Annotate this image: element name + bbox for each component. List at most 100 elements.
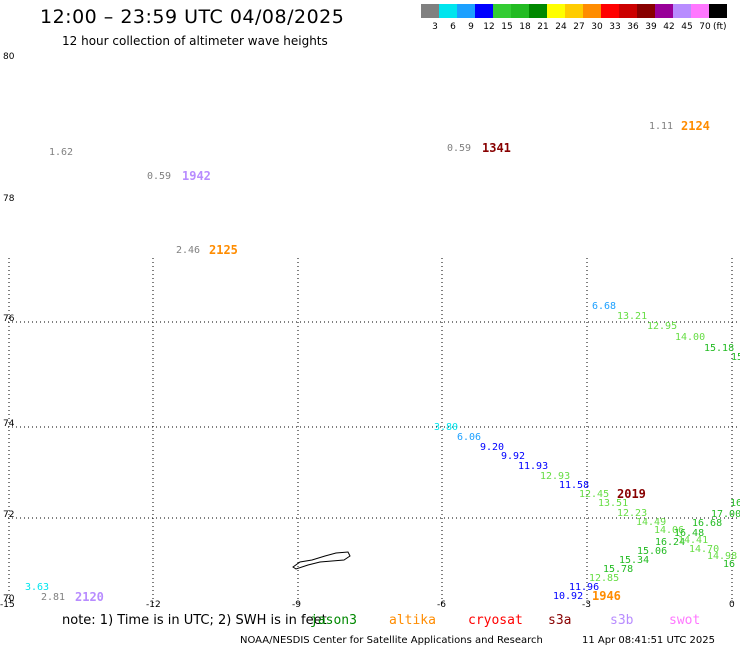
legend-tick-label: 6: [450, 22, 456, 32]
wave-height-label: 14.41: [678, 535, 709, 546]
wave-height-label: 9.92: [501, 451, 526, 462]
legend-unit: (ft): [713, 22, 727, 32]
legend-swatch: [457, 4, 475, 18]
wave-height-label: 14.49: [636, 517, 667, 528]
satellite-legend-item: s3a: [548, 613, 572, 628]
footer-organization: NOAA/NESDIS Center for Satellite Applica…: [240, 635, 543, 646]
wave-height-label: 12.93: [540, 471, 571, 482]
legend-swatch: [655, 4, 673, 18]
wave-height-label: 11.93: [518, 461, 549, 472]
legend-swatch: [547, 4, 565, 18]
satellite-legend-item: s3b: [610, 613, 634, 628]
satellite-legend-item: jason3: [310, 613, 357, 628]
legend-tick-label: 30: [591, 22, 603, 32]
wave-height-label: 15: [731, 352, 740, 363]
latitude-label: 80: [3, 52, 15, 62]
legend-swatch: [511, 4, 529, 18]
wave-height-label: 12.23: [617, 508, 648, 519]
legend-tick-label: 36: [627, 22, 639, 32]
latitude-label: 78: [3, 194, 15, 204]
legend-tick-label: 70: [699, 22, 711, 32]
wave-height-label: 14.00: [675, 332, 706, 343]
wave-height-label: 13.51: [598, 498, 629, 509]
wave-height-label: 14.06: [654, 525, 685, 536]
wave-height-label: 2.81: [41, 592, 66, 603]
pass-time-label: 2125: [209, 243, 238, 257]
legend-tick-label: 33: [609, 22, 621, 32]
legend-swatch: [439, 4, 457, 18]
pass-time-label: 2120: [75, 590, 104, 604]
latitude-label: 72: [3, 510, 15, 520]
legend-swatch: [601, 4, 619, 18]
longitude-label: -15: [0, 600, 15, 610]
longitude-label: -12: [146, 600, 161, 610]
wave-height-label: 10.92: [553, 591, 584, 602]
wave-height-label: 12.95: [647, 321, 678, 332]
legend-swatch: [709, 4, 727, 18]
wave-height-label: 16: [723, 559, 736, 570]
wave-height-label: 6.06: [457, 432, 482, 443]
pass-time-label: 2124: [681, 119, 710, 133]
satellite-legend-item: cryosat: [468, 613, 523, 628]
page-title: 12:00 – 23:59 UTC 04/08/2025: [40, 6, 345, 28]
legend-tick-label: 42: [663, 22, 675, 32]
wave-height-label: 16: [730, 498, 740, 509]
legend-tick-label: 9: [468, 22, 474, 32]
wave-height-label: 12.85: [589, 573, 620, 584]
latitude-label: 76: [3, 314, 15, 324]
footer-timestamp: 11 Apr 08:41:51 UTC 2025: [582, 635, 715, 646]
legend-swatch: [583, 4, 601, 18]
legend-swatch: [421, 4, 439, 18]
wave-height-label: 1.62: [49, 147, 74, 158]
legend-swatch: [691, 4, 709, 18]
longitude-label: -9: [292, 600, 301, 610]
satellite-legend-item: altika: [389, 613, 436, 628]
wave-height-label: 3.80: [434, 422, 459, 433]
legend-tick-label: 12: [483, 22, 495, 32]
wave-height-label: 12.45: [579, 489, 610, 500]
legend-swatch: [493, 4, 511, 18]
legend-swatch: [529, 4, 547, 18]
legend-tick-label: 24: [555, 22, 567, 32]
wave-height-label: 0.59: [447, 143, 472, 154]
wave-height-label: 16.24: [655, 537, 686, 548]
legend-tick-label: 39: [645, 22, 657, 32]
wave-height-label: 16.48: [674, 528, 705, 539]
footnote: note: 1) Time is in UTC; 2) SWH is in fe…: [62, 613, 327, 628]
wave-height-label: 15.18: [704, 343, 735, 354]
wave-height-label: 17.00: [711, 509, 740, 520]
wave-height-label: 0.59: [147, 171, 172, 182]
pass-time-label: 1942: [182, 169, 211, 183]
legend-swatch: [673, 4, 691, 18]
longitude-label: -3: [582, 600, 591, 610]
legend-tick-label: 45: [681, 22, 693, 32]
legend-tick-label: 3: [432, 22, 438, 32]
wave-height-label: 11.58: [559, 480, 590, 491]
latitude-label: 70: [3, 594, 15, 604]
wave-height-label: 13.21: [617, 311, 648, 322]
legend-swatch: [619, 4, 637, 18]
longitude-label: 0: [729, 600, 735, 610]
wave-height-label: 15.78: [603, 564, 634, 575]
legend-swatch: [637, 4, 655, 18]
wave-height-label: 2.46: [176, 245, 201, 256]
graticule: [8, 258, 740, 603]
wave-height-label: 14.98: [707, 551, 738, 562]
wave-height-label: 15.34: [619, 555, 650, 566]
satellite-legend-item: swot: [669, 613, 701, 628]
legend-tick-label: 21: [537, 22, 549, 32]
legend-swatch: [475, 4, 493, 18]
legend-swatch: [565, 4, 583, 18]
jan-mayen-island-outline: [292, 551, 351, 570]
wave-height-label: 1.11: [649, 121, 674, 132]
wave-height-label: 6.68: [592, 301, 617, 312]
wave-height-label: 3.63: [25, 582, 50, 593]
pass-time-label: 2019: [617, 487, 646, 501]
page-subtitle: 12 hour collection of altimeter wave hei…: [62, 34, 328, 48]
wave-height-label: 16.68: [692, 518, 723, 529]
pass-time-label: 1341: [482, 141, 511, 155]
wave-height-label: 11.96: [569, 582, 600, 593]
wave-height-label: 14.70: [689, 544, 720, 555]
latitude-label: 74: [3, 419, 15, 429]
